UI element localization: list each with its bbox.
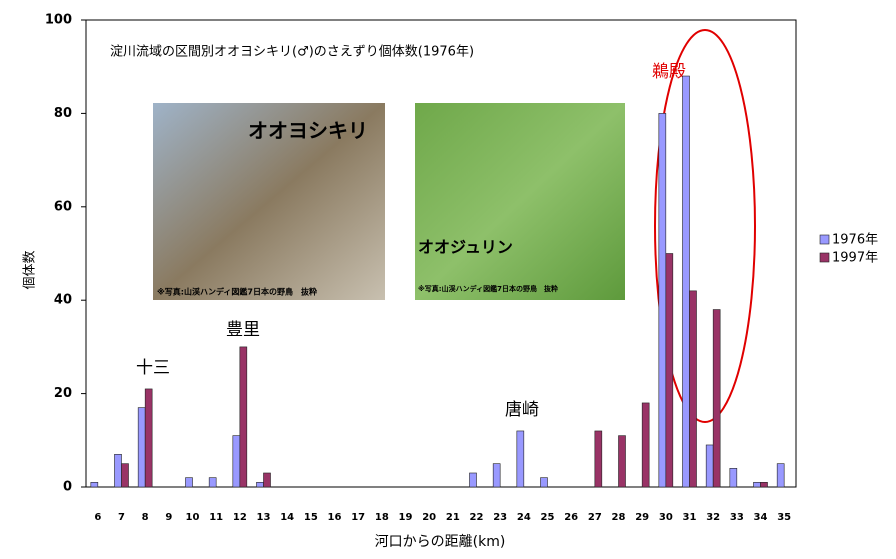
annotation: 豊里: [226, 320, 260, 340]
legend-swatch: [820, 235, 829, 244]
x-tick-label: 31: [683, 512, 697, 523]
bar: [642, 403, 649, 487]
annotation: 十三: [136, 358, 170, 378]
photo-label: オオヨシキリ: [248, 119, 368, 143]
x-tick-label: 22: [470, 512, 484, 523]
bar: [541, 478, 548, 487]
bar: [666, 254, 673, 488]
x-tick-label: 7: [118, 512, 125, 523]
bar: [240, 347, 247, 487]
bar: [517, 431, 524, 487]
bar: [470, 473, 477, 487]
bar: [264, 473, 271, 487]
legend-label: 1976年: [832, 233, 878, 248]
x-tick-label: 28: [612, 512, 626, 523]
bar: [777, 464, 784, 487]
bar: [683, 76, 690, 487]
x-tick-label: 35: [777, 512, 791, 523]
y-axis-label: 個体数: [23, 250, 38, 289]
x-tick-label: 14: [280, 512, 294, 523]
y-tick-label: 0: [63, 480, 72, 495]
x-tick-label: 10: [186, 512, 200, 523]
x-tick-label: 24: [517, 512, 531, 523]
bar: [713, 310, 720, 487]
x-tick-label: 16: [328, 512, 342, 523]
x-tick-label: 17: [351, 512, 365, 523]
bar: [706, 445, 713, 487]
x-tick-label: 33: [730, 512, 744, 523]
bar: [91, 482, 98, 487]
legend-swatch: [820, 253, 829, 262]
bar: [257, 482, 264, 487]
x-tick-label: 26: [564, 512, 578, 523]
y-tick-label: 100: [45, 13, 72, 28]
x-tick-label: 29: [635, 512, 649, 523]
bar: [493, 464, 500, 487]
x-tick-label: 18: [375, 512, 389, 523]
annotation: 鵜殿: [652, 62, 686, 82]
chart-title: 淀川流域の区間別オオヨシキリ(♂)のさえずり個体数(1976年): [110, 45, 474, 60]
x-tick-label: 34: [754, 512, 768, 523]
bar: [754, 482, 761, 487]
x-tick-label: 32: [706, 512, 720, 523]
annotation: 唐崎: [505, 399, 539, 420]
x-tick-label: 15: [304, 512, 318, 523]
bar: [595, 431, 602, 487]
legend-label: 1997年: [832, 251, 878, 266]
y-tick-label: 40: [54, 293, 72, 308]
x-tick-label: 13: [257, 512, 271, 523]
x-tick-label: 20: [422, 512, 436, 523]
photo-credit: ※写真:山渓ハンディ図鑑7日本の野鳥 抜粋: [418, 284, 558, 293]
x-tick-label: 11: [209, 512, 223, 523]
bar: [209, 478, 216, 487]
x-tick-label: 27: [588, 512, 602, 523]
bar: [122, 464, 129, 487]
x-tick-label: 8: [142, 512, 149, 523]
x-tick-label: 23: [493, 512, 507, 523]
photo-credit: ※写真:山渓ハンディ図鑑7日本の野鳥 抜粋: [157, 287, 317, 297]
x-tick-label: 25: [541, 512, 555, 523]
chart: 淀川流域の区間別オオヨシキリ(♂)のさえずり個体数(1976年) オオヨシキリ …: [0, 0, 896, 555]
x-tick-label: 21: [446, 512, 460, 523]
bar: [115, 454, 122, 487]
bar: [186, 478, 193, 487]
bar: [690, 291, 697, 487]
bar: [730, 468, 737, 487]
bar: [138, 408, 145, 487]
bar: [233, 436, 240, 487]
photo-label: オオジュリン: [418, 238, 513, 257]
bar: [761, 482, 768, 487]
y-tick-label: 20: [54, 386, 72, 401]
bar: [619, 436, 626, 487]
y-tick-label: 80: [54, 106, 72, 121]
x-tick-label: 6: [94, 512, 101, 523]
photo: [415, 103, 625, 300]
y-tick-label: 60: [54, 199, 72, 214]
x-tick-label: 12: [233, 512, 247, 523]
bar: [145, 389, 152, 487]
x-axis-label: 河口からの距離(km): [375, 533, 506, 550]
x-tick-label: 30: [659, 512, 673, 523]
x-tick-label: 9: [165, 512, 172, 523]
bar: [659, 113, 666, 487]
x-tick-label: 19: [399, 512, 413, 523]
